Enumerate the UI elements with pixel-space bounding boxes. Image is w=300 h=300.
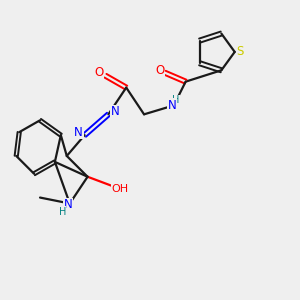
Text: H: H — [58, 207, 66, 217]
Text: N: N — [111, 106, 119, 118]
Text: OH: OH — [111, 184, 128, 194]
Text: N: N — [168, 99, 177, 112]
Text: H: H — [172, 95, 180, 105]
Text: O: O — [155, 64, 164, 77]
Text: S: S — [236, 45, 244, 58]
Text: N: N — [74, 126, 83, 139]
Text: N: N — [64, 199, 73, 212]
Text: O: O — [94, 66, 104, 79]
